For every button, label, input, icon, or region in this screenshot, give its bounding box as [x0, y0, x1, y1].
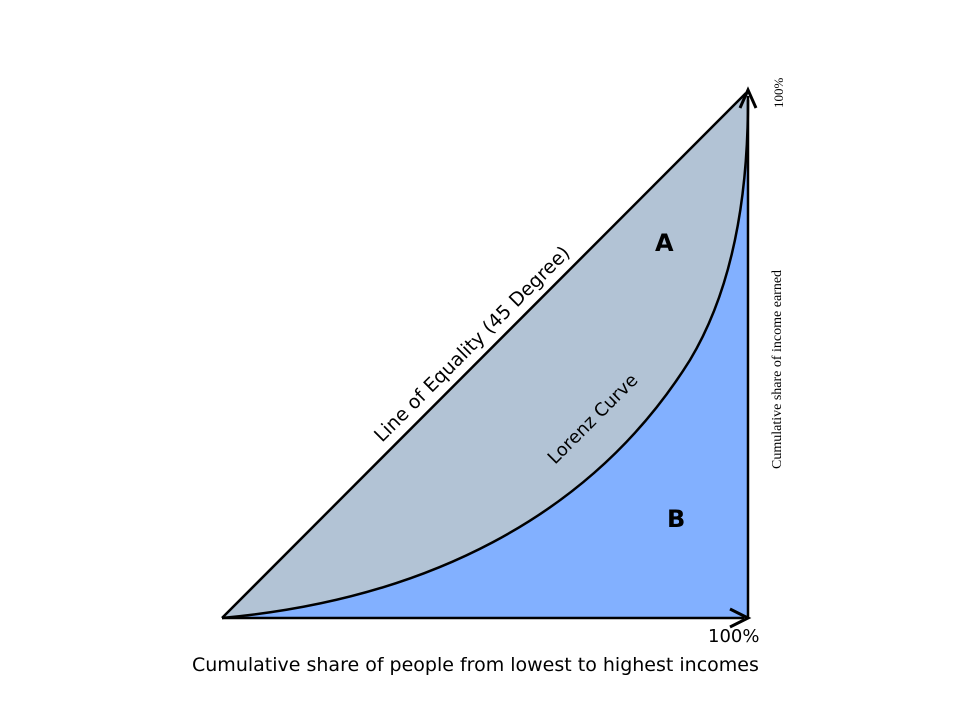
x-axis-end-label: 100%	[708, 626, 759, 647]
x-axis-label: Cumulative share of people from lowest t…	[192, 654, 759, 676]
region-b-area	[222, 90, 748, 618]
lorenz-curve	[221, 99, 750, 620]
region-b-label: B	[667, 505, 685, 533]
y-axis-end-label: 100%	[771, 78, 786, 109]
line-of-equality	[221, 92, 747, 619]
region-a-label: A	[655, 229, 674, 257]
y-axis-arrowhead	[738, 86, 758, 109]
y-axis-label: Cumulative share of income earned	[770, 270, 785, 469]
